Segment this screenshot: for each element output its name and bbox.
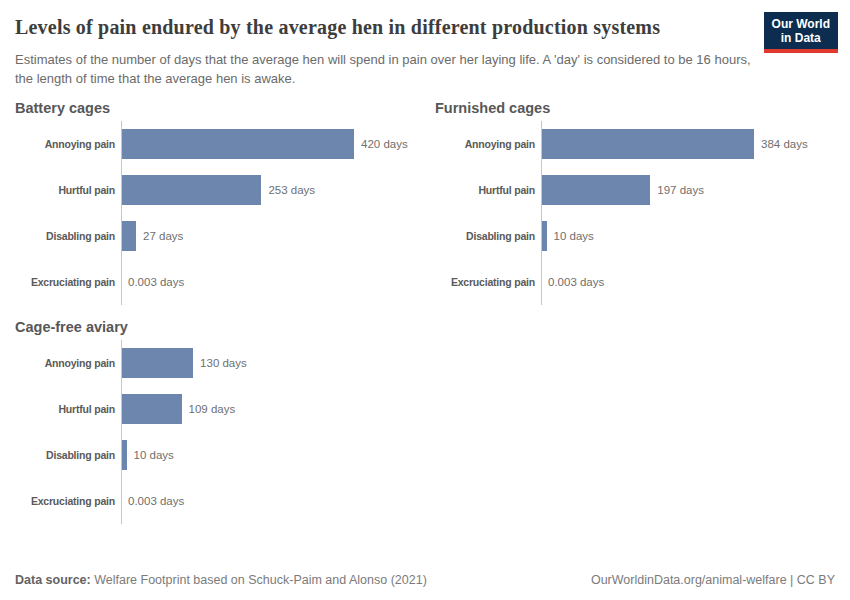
category-label: Annoying pain (15, 357, 121, 369)
credit-line: OurWorldinData.org/animal-welfare | CC B… (591, 573, 835, 587)
category-label: Disabling pain (15, 230, 121, 242)
value-label: 27 days (143, 230, 183, 242)
category-label: Excruciating pain (15, 276, 121, 288)
bar-track: 10 days (121, 440, 415, 470)
value-label: 197 days (657, 184, 704, 196)
bar (541, 129, 754, 159)
y-axis-line (121, 121, 122, 305)
chart-panel-title: Battery cages (15, 100, 415, 116)
value-label: 109 days (189, 403, 236, 415)
data-source-text: Welfare Footprint based on Schuck-Paim a… (91, 573, 427, 587)
bar (121, 129, 354, 159)
chart-panel-battery-cages: Battery cages Annoying pain 420 days Hurtf… (15, 100, 415, 305)
bar-row: Excruciating pain 0.003 days (15, 478, 415, 524)
bar (541, 175, 650, 205)
bar-track: 10 days (541, 221, 835, 251)
bar-row: Excruciating pain 0.003 days (15, 259, 415, 305)
charts-grid: Battery cages Annoying pain 420 days Hurtf… (15, 100, 835, 524)
bar-track: 253 days (121, 175, 415, 205)
category-label: Hurtful pain (15, 184, 121, 196)
owid-logo: Our World in Data (764, 12, 838, 53)
category-label: Excruciating pain (435, 276, 541, 288)
chart-page: Levels of pain endured by the average he… (0, 0, 850, 600)
bar-track: 0.003 days (121, 267, 415, 297)
chart-panel-cage-free-aviary: Cage-free aviary Annoying pain 130 days Hu… (15, 319, 415, 524)
category-label: Hurtful pain (15, 403, 121, 415)
bar-track: 0.003 days (121, 486, 415, 516)
data-source: Data source: Welfare Footprint based on … (15, 573, 427, 587)
bar-row: Hurtful pain 197 days (435, 167, 835, 213)
chart-panel-furnished-cages: Furnished cages Annoying pain 384 days Hur… (435, 100, 835, 305)
category-label: Annoying pain (15, 138, 121, 150)
owid-logo-line2: in Data (772, 31, 830, 45)
value-label: 420 days (361, 138, 408, 150)
bar-track: 420 days (121, 129, 415, 159)
value-label: 384 days (761, 138, 808, 150)
bar-row: Excruciating pain 0.003 days (435, 259, 835, 305)
y-axis-line (541, 121, 542, 305)
bar-track: 27 days (121, 221, 415, 251)
bar-track: 130 days (121, 348, 415, 378)
bar-rows: Annoying pain 130 days Hurtful pain 109 day… (15, 340, 415, 524)
bar-row: Hurtful pain 253 days (15, 167, 415, 213)
value-label: 0.003 days (548, 276, 604, 288)
bar-track: 384 days (541, 129, 835, 159)
value-label: 10 days (554, 230, 594, 242)
category-label: Annoying pain (435, 138, 541, 150)
chart-panel-title: Furnished cages (435, 100, 835, 116)
value-label: 10 days (134, 449, 174, 461)
category-label: Hurtful pain (435, 184, 541, 196)
bar-row: Disabling pain 10 days (435, 213, 835, 259)
value-label: 253 days (268, 184, 315, 196)
bar-track: 197 days (541, 175, 835, 205)
value-label: 130 days (200, 357, 247, 369)
bar (121, 394, 182, 424)
chart-header: Levels of pain endured by the average he… (15, 14, 835, 88)
value-label: 0.003 days (128, 495, 184, 507)
owid-logo-line1: Our World (772, 17, 830, 31)
bar-row: Disabling pain 10 days (15, 432, 415, 478)
bar-rows: Annoying pain 384 days Hurtful pain 197 day… (435, 121, 835, 305)
page-title: Levels of pain endured by the average he… (15, 14, 705, 41)
chart-panel-title: Cage-free aviary (15, 319, 415, 335)
bar-track: 109 days (121, 394, 415, 424)
y-axis-line (121, 340, 122, 524)
data-source-label: Data source: (15, 573, 91, 587)
category-label: Excruciating pain (15, 495, 121, 507)
bar-row: Annoying pain 384 days (435, 121, 835, 167)
bar-row: Annoying pain 130 days (15, 340, 415, 386)
chart-footer: Data source: Welfare Footprint based on … (15, 573, 835, 600)
category-label: Disabling pain (435, 230, 541, 242)
bar (121, 175, 261, 205)
bar-row: Hurtful pain 109 days (15, 386, 415, 432)
bar-track: 0.003 days (541, 267, 835, 297)
category-label: Disabling pain (15, 449, 121, 461)
bar-rows: Annoying pain 420 days Hurtful pain 253 day… (15, 121, 415, 305)
bar (121, 348, 193, 378)
bar-row: Disabling pain 27 days (15, 213, 415, 259)
chart-subtitle: Estimates of the number of days that the… (15, 50, 765, 88)
value-label: 0.003 days (128, 276, 184, 288)
bar (121, 221, 136, 251)
bar-row: Annoying pain 420 days (15, 121, 415, 167)
